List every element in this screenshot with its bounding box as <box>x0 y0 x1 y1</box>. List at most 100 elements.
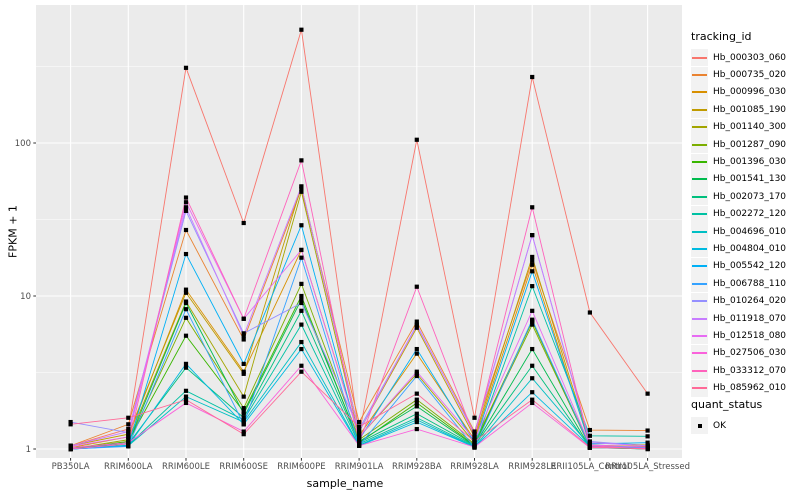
data-point <box>299 369 304 374</box>
x-tick-label: RRIM928LA <box>450 462 499 472</box>
data-point <box>414 391 419 396</box>
data-point <box>472 439 477 444</box>
legend-color-line-icon <box>692 56 707 59</box>
data-point <box>299 297 304 302</box>
data-point <box>472 415 477 420</box>
legend-entry-Hb_002272_120: Hb_002272_120 <box>691 205 799 223</box>
legend-color-line-icon <box>692 317 707 320</box>
y-axis-title: FPKM + 1 <box>6 205 20 258</box>
data-point <box>299 158 304 163</box>
legend-entry-label: Hb_000996_030 <box>713 87 787 98</box>
x-tick-label: RRIM600LA <box>104 462 153 472</box>
data-point <box>183 315 189 320</box>
data-point <box>299 339 304 345</box>
data-point <box>241 220 246 226</box>
legend-color-line-icon <box>692 195 707 198</box>
legend-entry-Hb_001287_090: Hb_001287_090 <box>691 136 799 154</box>
data-point <box>241 429 246 434</box>
data-point <box>587 444 592 450</box>
data-point <box>414 404 419 409</box>
data-point <box>357 426 362 432</box>
data-point <box>645 440 650 445</box>
legend-key-icon <box>691 292 708 310</box>
legend-entry-label: Hb_001085_190 <box>713 104 787 115</box>
data-point <box>299 247 304 253</box>
data-point <box>530 376 535 381</box>
data-point <box>241 432 246 437</box>
legend-key-icon <box>691 136 708 154</box>
data-point <box>183 400 189 406</box>
legend-key-icon <box>691 327 708 345</box>
legend-entry-label: Hb_004696_010 <box>713 226 787 237</box>
data-point <box>68 446 73 452</box>
legend-entry-Hb_085962_010: Hb_085962_010 <box>691 379 799 397</box>
data-point <box>299 293 304 299</box>
data-point <box>126 426 131 432</box>
x-tick-label: RRIM901LA <box>335 462 384 472</box>
data-point <box>126 429 131 434</box>
data-point <box>414 373 419 379</box>
x-tick-label: PB350LA <box>52 462 90 472</box>
plot-panel: PB350LA RRIM600LA RRIM600LE RRIM600SE RRIM60… <box>15 5 690 472</box>
data-point <box>183 205 189 210</box>
legend-entry-Hb_010264_020: Hb_010264_020 <box>691 292 799 310</box>
data-point <box>357 434 362 439</box>
data-point <box>645 434 650 439</box>
data-point <box>183 227 189 233</box>
data-point <box>414 419 419 425</box>
legend-entry-Hb_001085_190: Hb_001085_190 <box>691 101 799 119</box>
data-point <box>414 325 419 330</box>
legend-key-icon <box>691 66 708 84</box>
data-point <box>472 434 477 439</box>
legend-color-line-icon <box>692 143 707 146</box>
legend-color-line-icon <box>692 247 707 250</box>
data-point <box>414 319 419 324</box>
data-point <box>530 258 535 263</box>
data-point <box>530 205 535 210</box>
data-point <box>530 317 535 322</box>
data-point <box>241 333 246 338</box>
data-point <box>587 427 592 433</box>
data-point <box>241 369 246 374</box>
legend-entry-Hb_006788_110: Hb_006788_110 <box>691 275 799 293</box>
data-point <box>183 307 189 312</box>
data-point <box>530 346 535 352</box>
data-point <box>414 415 419 420</box>
data-point <box>414 397 419 402</box>
legend-color-line-icon <box>692 161 707 164</box>
data-point <box>241 411 246 416</box>
data-point <box>587 433 592 438</box>
legend-key-icon <box>691 362 708 380</box>
x-tick-label: RRIM928LE <box>508 462 556 472</box>
data-point <box>357 429 362 434</box>
data-point <box>357 419 362 425</box>
x-tick-label: RRIM600PE <box>277 462 325 472</box>
data-point <box>68 422 73 427</box>
black-square-marker-icon <box>697 423 702 428</box>
data-point <box>183 365 189 370</box>
data-point <box>126 434 131 439</box>
data-point <box>183 290 189 295</box>
legend-entry-ok: OK <box>691 417 799 435</box>
legend-key-icon <box>691 205 708 223</box>
data-point <box>183 208 189 213</box>
x-tick-label: RRII105LA_Control <box>551 462 630 472</box>
legend-tracking-id-title: tracking_id <box>691 30 752 43</box>
legend-entry-Hb_000735_020: Hb_000735_020 <box>691 66 799 84</box>
ok-marker-key <box>691 417 708 435</box>
data-point <box>241 415 246 420</box>
data-point <box>414 346 419 352</box>
y-tick-label: 1 <box>26 445 31 455</box>
data-point <box>530 397 535 402</box>
legend-entry-label: Hb_085962_010 <box>713 383 787 394</box>
legend-entry-label: Hb_000735_020 <box>713 70 787 81</box>
legend-tracking-id: tracking_id Hb_000303_060 Hb_000735_020 Hb… <box>691 30 799 397</box>
legend-key-icon <box>691 275 708 293</box>
legend-entry-Hb_002073_170: Hb_002073_170 <box>691 188 799 206</box>
data-point <box>183 65 189 70</box>
data-point <box>299 322 304 327</box>
data-point <box>126 444 131 449</box>
legend-color-line-icon <box>692 387 707 390</box>
data-point <box>357 443 362 448</box>
